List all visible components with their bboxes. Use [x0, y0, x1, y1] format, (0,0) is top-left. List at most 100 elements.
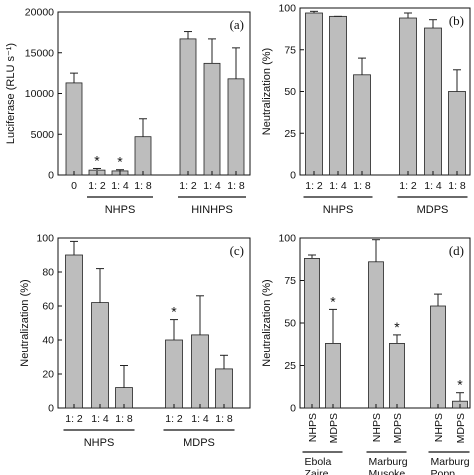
- panel-c: 0 20 40 60 80 100 Neutralization (%) (c) 1: 2 1: …: [19, 233, 251, 449]
- bar: [353, 74, 371, 176]
- y-tick-label: 0: [290, 403, 296, 415]
- x-tick-label: MDPS: [392, 413, 404, 443]
- y-tick-label: 100: [36, 233, 54, 245]
- y-tick-label: 20000: [25, 7, 54, 19]
- panel-a: 0 5000 10000 15000 20000 Luciferase (RLU s⁻¹)…: [5, 7, 251, 216]
- group-label: Marburg: [431, 456, 470, 468]
- x-tick-label: NHPS: [371, 413, 383, 442]
- y-tick-label: 100: [278, 3, 296, 15]
- y-tick-label: 40: [42, 335, 54, 347]
- x-tick-label: 1: 4: [203, 180, 221, 192]
- bar: [65, 254, 83, 409]
- bar: [389, 342, 405, 409]
- y-tick-label: 100: [278, 233, 296, 245]
- x-tick-label: 1: 2: [88, 180, 106, 192]
- y-tick-label: 0: [48, 170, 54, 182]
- bar: [424, 27, 442, 176]
- group-label: NHPS: [323, 204, 354, 216]
- x-tick-label: 1: 4: [191, 413, 209, 425]
- group-label: NHPS: [84, 437, 115, 449]
- bar: [91, 302, 109, 409]
- x-tick-label: MDPS: [328, 413, 340, 443]
- x-tick-label: NHPS: [307, 413, 319, 442]
- plot-frame: [299, 7, 471, 176]
- x-tick-label: 1: 8: [115, 413, 133, 425]
- y-tick-label: 25: [284, 128, 296, 140]
- y-tick-label: 25: [284, 360, 296, 372]
- group-label: Musoke: [369, 468, 406, 475]
- bar: [215, 368, 233, 409]
- bar: [134, 136, 152, 176]
- bar: [399, 17, 417, 176]
- y-tick-label: 0: [290, 170, 296, 182]
- x-tick-label: MDPS: [455, 413, 467, 443]
- significance-star: *: [171, 304, 177, 320]
- group-label: HINHPS: [191, 204, 233, 216]
- x-tick-label: 1: 2: [399, 180, 417, 192]
- bar: [203, 62, 221, 176]
- bar: [368, 261, 384, 409]
- y-tick-label: 60: [42, 301, 54, 313]
- x-tick-label: 1: 4: [91, 413, 109, 425]
- y-tick-label: 75: [284, 44, 296, 56]
- bar: [304, 257, 320, 409]
- significance-star: *: [394, 319, 400, 335]
- y-tick-label: 10000: [25, 88, 54, 100]
- significance-star: *: [330, 293, 336, 309]
- bar: [448, 91, 466, 176]
- y-tick-label: 80: [42, 267, 54, 279]
- panel-label: (d): [449, 243, 464, 258]
- y-tick-label: 0: [48, 403, 54, 415]
- y-axis-label: Neutralization (%): [19, 279, 31, 366]
- plot-frame: [57, 237, 251, 409]
- y-axis-label: Neutralization (%): [261, 279, 273, 366]
- significance-star: *: [117, 154, 123, 170]
- panel-label: (a): [230, 17, 244, 32]
- plot-frame: [57, 11, 251, 176]
- x-tick-label: 1: 2: [179, 180, 197, 192]
- panel-label: (b): [449, 13, 464, 28]
- x-tick-label: NHPS: [433, 413, 445, 442]
- x-tick-label: 0: [71, 180, 77, 192]
- bar: [165, 339, 183, 409]
- x-tick-label: 1: 4: [424, 180, 442, 192]
- group-label: Marburg: [369, 456, 408, 468]
- bar: [191, 334, 209, 409]
- group-label: Popp: [431, 468, 456, 475]
- group-label: MDPS: [417, 204, 449, 216]
- group-label: NHPS: [105, 204, 136, 216]
- y-tick-label: 20: [42, 369, 54, 381]
- y-axis-label: Luciferase (RLU s⁻¹): [5, 43, 17, 144]
- panel-label: (c): [230, 243, 244, 258]
- x-tick-label: 1: 2: [305, 180, 323, 192]
- y-tick-label: 5000: [31, 129, 55, 141]
- panel-b: 0 25 50 75 100 Neutralization (%) (b) 1: 2 1: 4 1…: [261, 3, 471, 216]
- y-tick-label: 15000: [25, 47, 54, 59]
- significance-star: *: [457, 377, 463, 393]
- x-tick-label: 1: 4: [111, 180, 129, 192]
- y-tick-label: 50: [284, 86, 296, 98]
- x-tick-label: 1: 2: [65, 413, 83, 425]
- group-label: Ebola: [305, 456, 332, 468]
- x-tick-label: 1: 8: [353, 180, 371, 192]
- y-tick-label: 75: [284, 275, 296, 287]
- x-tick-label: 1: 8: [134, 180, 152, 192]
- x-tick-label: 1: 8: [215, 413, 233, 425]
- y-tick-label: 50: [284, 318, 296, 330]
- bar: [325, 342, 341, 409]
- group-label: MDPS: [183, 437, 215, 449]
- y-axis-label: Neutralization (%): [261, 48, 273, 135]
- bar: [430, 305, 446, 409]
- x-tick-label: 1: 2: [165, 413, 183, 425]
- bar: [329, 15, 347, 176]
- panel-d: 0 25 50 75 100 Neutralization (%) (d) NHPS * MDPS…: [261, 233, 471, 475]
- bar: [305, 12, 323, 176]
- bar: [227, 78, 245, 176]
- x-tick-label: 1: 8: [448, 180, 466, 192]
- significance-star: *: [94, 152, 100, 168]
- x-tick-label: 1: 4: [329, 180, 347, 192]
- x-tick-label: 1: 8: [227, 180, 245, 192]
- bar: [179, 38, 197, 176]
- bar: [65, 82, 83, 176]
